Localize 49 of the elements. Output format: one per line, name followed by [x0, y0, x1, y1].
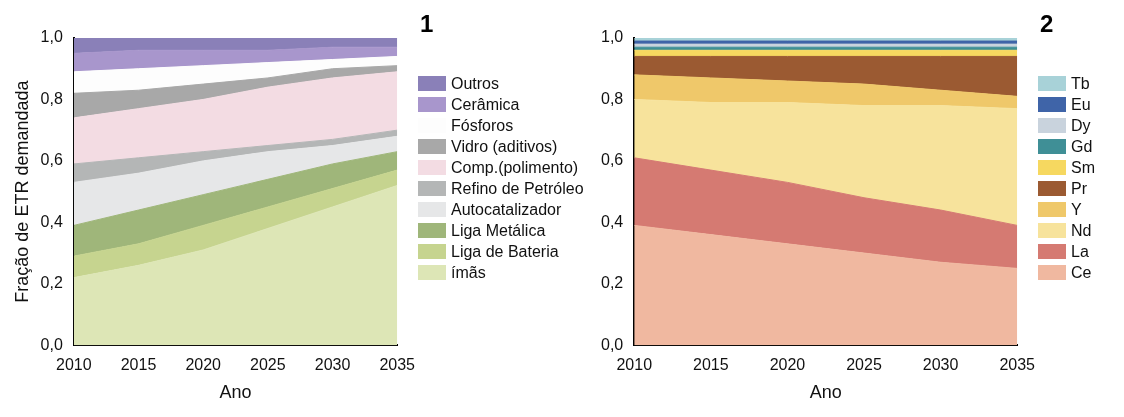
x-tick-label: 2030: [314, 356, 351, 374]
chart-title: 2: [1040, 10, 1054, 38]
y-tick-label: 0,4: [600, 212, 624, 230]
legend-label: Eu: [1071, 95, 1091, 114]
x-tick-label: 2020: [769, 356, 806, 374]
legend-label: Sm: [1071, 158, 1095, 177]
x-tick-label: 2030: [922, 356, 959, 374]
text: Fósforos: [451, 116, 514, 135]
legend-label: Liga de Bateria: [451, 242, 559, 261]
legend-label: Pr: [1071, 179, 1087, 198]
legend-label: Tb: [1071, 74, 1090, 93]
x-tick-label: 2010: [616, 356, 653, 374]
y-tick-label: 0,8: [600, 89, 624, 107]
x-tick-label: 2020: [185, 356, 222, 374]
y-tick-label: 1,0: [600, 28, 624, 46]
y-tick-label: 0,6: [600, 151, 624, 169]
legend-label: Liga Metálica: [451, 221, 546, 240]
legend-label: La: [1071, 242, 1089, 261]
legend-label: Y: [1071, 200, 1082, 219]
legend-label: Comp.(polimento): [451, 158, 579, 177]
x-tick-label: 2035: [379, 356, 416, 374]
x-axis-title: Ano: [219, 382, 252, 403]
y-tick-label: 0,0: [600, 335, 624, 353]
x-tick-label: 2025: [250, 356, 286, 374]
legend-label: Autocatalizador: [451, 200, 562, 219]
y-tick-label: 0,2: [40, 274, 63, 292]
legend-label: Gd: [1071, 137, 1093, 156]
y-tick-label: 0,6: [40, 151, 63, 169]
x-tick-label: 2035: [999, 356, 1036, 374]
y-tick-label: 0,0: [40, 335, 63, 353]
x-tick-label: 2025: [846, 356, 882, 374]
legend-label: Outros: [451, 74, 500, 93]
y-tick-label: 0,4: [40, 212, 63, 230]
x-axis-title: Ano: [809, 382, 842, 403]
y-tick-label: 1,0: [40, 28, 63, 46]
y-axis-title: Fração de ETR demandada: [11, 79, 32, 303]
x-tick-label: 2010: [56, 356, 92, 374]
legend-label: Nd: [1071, 221, 1092, 240]
legend-label: Vidro (aditivos): [451, 137, 558, 156]
legend-label: Cerâmica: [451, 95, 520, 114]
y-tick-label: 0,2: [600, 274, 624, 292]
legend-label: Dy: [1071, 116, 1091, 135]
y-tick-label: 0,8: [40, 89, 63, 107]
x-tick-label: 2015: [693, 356, 729, 374]
chart-title: 1: [420, 10, 434, 38]
legend-label: Ce: [1071, 263, 1092, 282]
x-tick-label: 2015: [120, 356, 157, 374]
legend-label: Refino de Petróleo: [451, 179, 584, 198]
legend-label: ímãs: [451, 263, 486, 282]
